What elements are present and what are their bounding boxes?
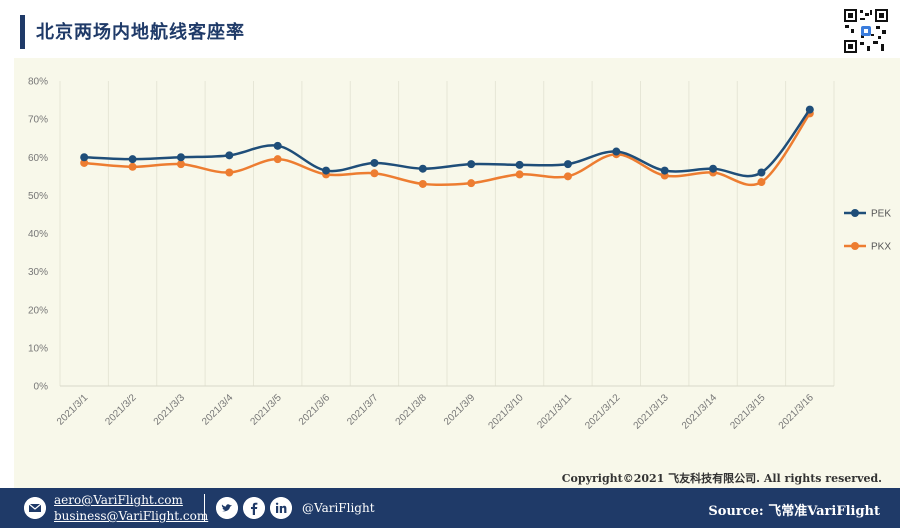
x-tick-label: 2021/3/11 [535,392,574,431]
y-tick-label: 30% [28,267,48,278]
x-tick-label: 2021/3/3 [152,392,188,428]
qr-code-icon [843,8,889,54]
data-point-pek [273,141,282,150]
data-point-pkx [757,178,766,187]
x-tick-label: 2021/3/16 [777,392,817,432]
data-point-pek [225,151,234,160]
data-point-pek [467,160,476,169]
page-title: 北京两场内地航线客座率 [36,22,245,43]
email-link-business[interactable]: business@VariFlight.com [54,509,209,523]
x-tick-label: 2021/3/7 [345,392,381,428]
data-point-pek [805,105,814,114]
data-point-pkx [176,160,185,169]
x-tick-label: 2021/3/14 [680,392,720,432]
footer: aero@VariFlight.com business@VariFlight.… [0,488,900,528]
title-accent-bar [20,15,25,49]
email-link-aero[interactable]: aero@VariFlight.com [54,493,183,507]
twitter-icon[interactable] [216,497,238,519]
x-tick-label: 2021/3/9 [442,392,478,428]
x-tick-label: 2021/3/8 [394,392,430,428]
data-point-pek [612,147,621,156]
series-line-pkx [84,112,811,187]
data-point-pkx [225,168,234,177]
series-line-pek [84,108,811,178]
data-point-pkx [128,162,137,171]
data-point-pkx [80,158,89,167]
x-tick-label: 2021/3/10 [486,392,526,432]
y-tick-label: 40% [28,229,48,240]
legend-label-pek: PEK [871,209,891,220]
x-tick-label: 2021/3/4 [200,392,236,428]
x-tick-label: 2021/3/12 [583,392,623,432]
data-point-pek [418,164,427,173]
data-point-pek [515,160,524,169]
data-point-pkx [418,179,427,188]
data-point-pkx [370,169,379,178]
y-tick-label: 50% [28,191,48,202]
legend-label-pkx: PKX [871,242,891,253]
x-tick-label: 2021/3/15 [728,392,768,432]
data-point-pkx [563,172,572,181]
x-tick-label: 2021/3/13 [632,392,672,432]
legend-marker-pkx [851,242,859,250]
data-point-pek [128,155,137,164]
data-point-pek [757,168,766,177]
header: 北京两场内地航线客座率 [0,0,900,58]
data-point-pkx [467,179,476,188]
data-point-pek [709,164,718,173]
chart-area: 0% 10% 20% 30% 40% 50% 60% 70% 80% 2021/3/1 2021/3… [14,58,900,488]
email-links: aero@VariFlight.com business@VariFlight.… [54,492,208,524]
data-point-pek [176,153,185,162]
social-handle[interactable]: @VariFlight [302,501,375,515]
x-tick-label: 2021/3/6 [297,392,333,428]
line-chart: 0% 10% 20% 30% 40% 50% 60% 70% 80% 2021/3/1 2021/3… [28,77,891,432]
facebook-icon[interactable] [243,497,265,519]
linkedin-icon[interactable] [270,497,292,519]
source-text: Source: 飞常准VariFlight [708,504,880,519]
data-point-pek [80,153,89,162]
copyright-text: Copyright©2021 飞友科技有限公司. All rights rese… [561,472,882,485]
y-tick-label: 10% [28,343,48,354]
x-tick-label: 2021/3/1 [55,392,91,428]
data-point-pek [660,166,669,175]
data-point-pkx [273,155,282,164]
data-point-pkx [515,170,524,179]
legend-marker-pek [851,209,859,217]
data-point-pek [370,158,379,167]
mail-icon [24,497,46,519]
y-tick-label: 70% [28,115,48,126]
data-point-pek [322,166,331,175]
y-tick-label: 20% [28,305,48,316]
data-point-pek [563,160,572,169]
y-tick-label: 0% [34,382,49,393]
footer-divider [204,494,205,522]
y-tick-label: 60% [28,153,48,164]
y-tick-label: 80% [28,77,48,88]
x-tick-label: 2021/3/5 [248,392,284,428]
x-tick-label: 2021/3/2 [103,392,139,428]
